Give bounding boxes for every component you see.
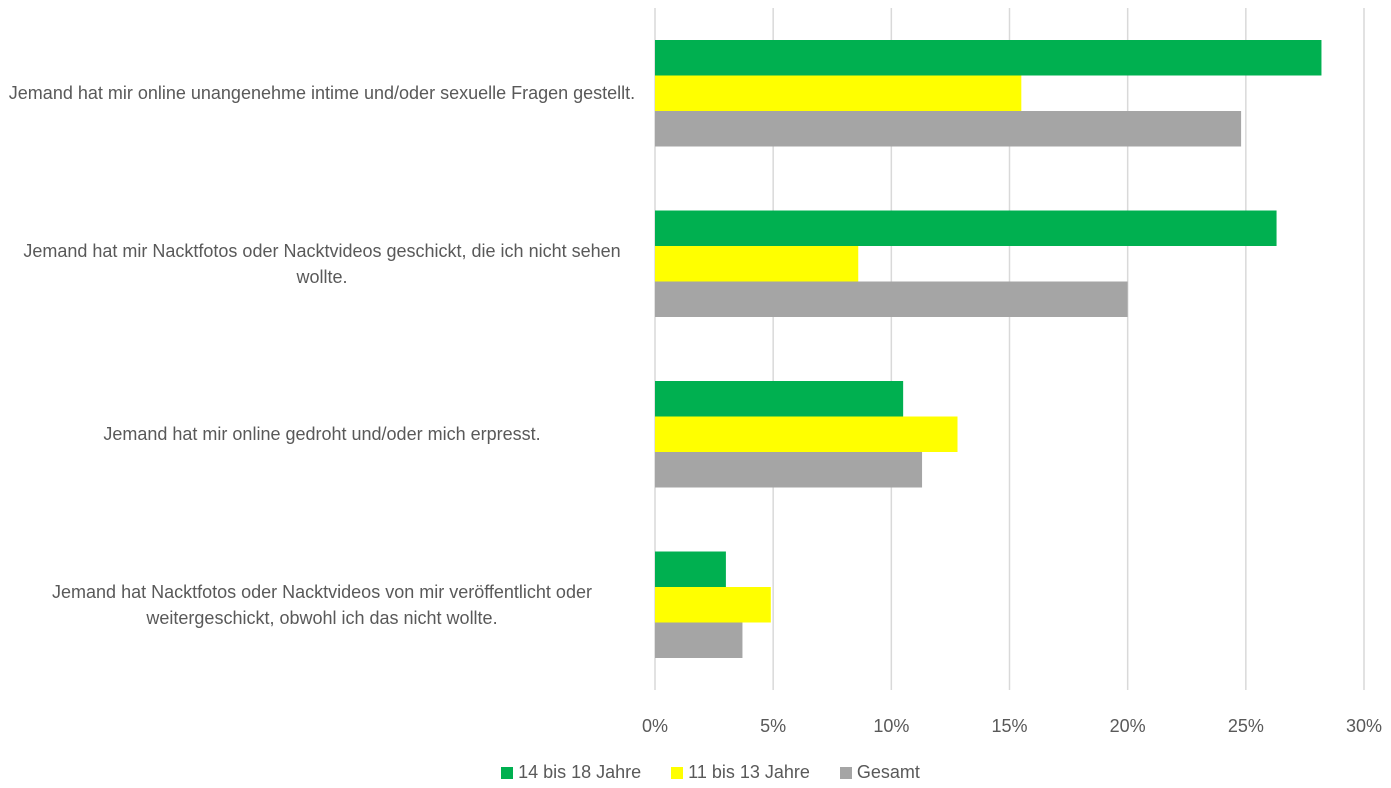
x-tick-label: 0% bbox=[642, 716, 668, 736]
legend-item: Gesamt bbox=[839, 762, 920, 783]
category-label: Jemand hat mir online gedroht und/oder m… bbox=[103, 424, 541, 445]
category-label: Jemand hat mir Nacktfotos oder Nacktvide… bbox=[23, 240, 621, 287]
x-tick-label: 25% bbox=[1228, 716, 1264, 736]
bar bbox=[655, 111, 1242, 147]
x-tick-label: 30% bbox=[1346, 716, 1382, 736]
legend-swatch bbox=[671, 766, 684, 779]
legend: 14 bis 18 Jahre 11 bis 13 Jahre Gesamt bbox=[0, 762, 1391, 783]
legend-label: 14 bis 18 Jahre bbox=[518, 762, 642, 782]
legend-swatch bbox=[501, 766, 514, 779]
bar bbox=[655, 452, 923, 488]
bar bbox=[655, 281, 1128, 317]
legend-item: 14 bis 18 Jahre bbox=[501, 762, 641, 783]
bar bbox=[655, 40, 1322, 76]
x-tick-label: 15% bbox=[991, 716, 1027, 736]
bar bbox=[655, 416, 958, 452]
legend-label: 11 bis 13 Jahre bbox=[688, 762, 810, 782]
legend-label: Gesamt bbox=[856, 762, 920, 782]
bar bbox=[655, 75, 1022, 111]
bar bbox=[655, 210, 1277, 246]
x-tick-label: 10% bbox=[873, 716, 909, 736]
bar bbox=[655, 587, 771, 623]
category-label: Jemand hat mir online unangenehme intime… bbox=[8, 83, 636, 104]
bar bbox=[655, 622, 743, 658]
bar bbox=[655, 246, 859, 282]
legend-swatch bbox=[839, 766, 852, 779]
legend-item: 11 bis 13 Jahre bbox=[671, 762, 810, 783]
bar bbox=[655, 551, 726, 587]
bar bbox=[655, 381, 904, 417]
x-tick-label: 20% bbox=[1110, 716, 1146, 736]
category-label: Jemand hat Nacktfotos oder Nacktvideos v… bbox=[52, 581, 592, 628]
x-tick-label: 5% bbox=[760, 716, 786, 736]
